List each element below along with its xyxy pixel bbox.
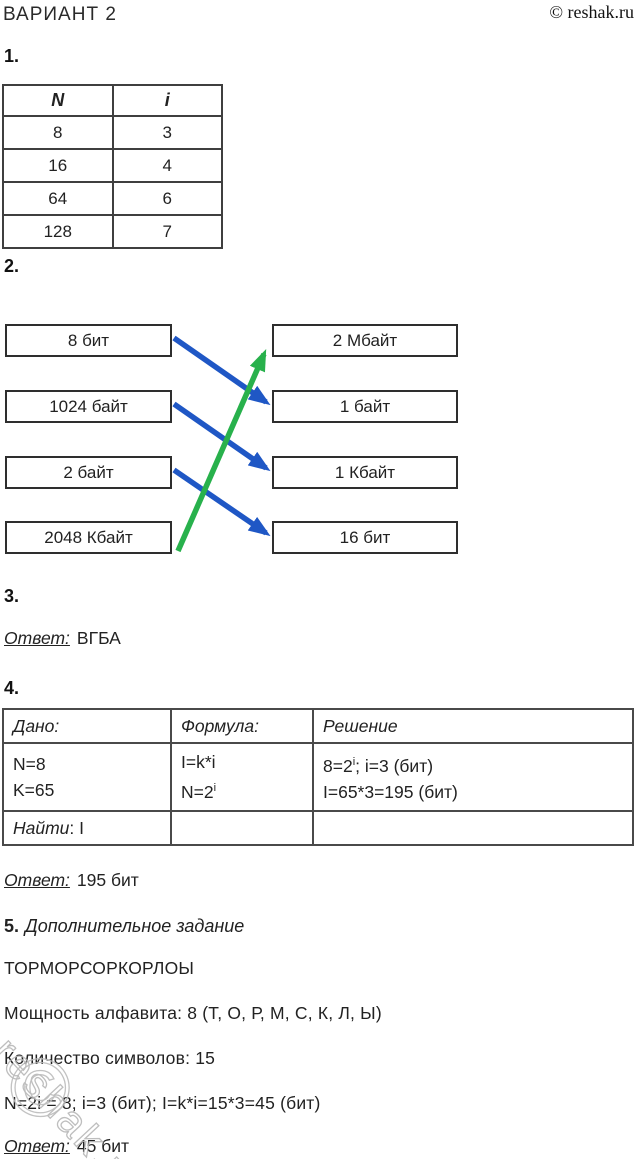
given-line: K=65 bbox=[13, 780, 55, 800]
task5-answer-value: 45 бит bbox=[76, 1136, 130, 1156]
task4-number: 4. bbox=[4, 678, 20, 698]
cell-n: 16 bbox=[2, 148, 114, 183]
match-box-right-2: 1 байт bbox=[272, 390, 458, 423]
cell-n: 128 bbox=[2, 214, 114, 249]
task4-answer-line: Ответ: 195 бит bbox=[4, 870, 139, 891]
header-solution: Решение bbox=[312, 708, 634, 744]
page-title: ВАРИАНТ 2 bbox=[3, 4, 117, 25]
match-box-left-2: 1024 байт bbox=[5, 390, 172, 423]
table-row: 16 4 bbox=[2, 148, 223, 183]
task5-title-text: Дополнительное задание bbox=[25, 916, 245, 936]
arrow-1024byte-to-1kbyte bbox=[172, 401, 271, 472]
arrow-2byte-to-16bit bbox=[172, 467, 271, 537]
task5-symbol-count-line: Количество символов: 15 bbox=[4, 1048, 216, 1068]
match-box-right-3: 1 Кбайт bbox=[272, 456, 458, 489]
match-box-left-3: 2 байт bbox=[5, 456, 172, 489]
cell-i: 6 bbox=[111, 181, 223, 216]
copyright-text: © reshak.ru bbox=[549, 2, 634, 22]
formula-line: N=2i bbox=[181, 781, 217, 802]
task4-table: Дано: Формула: Решение N=8 K=65 I=k*i N=… bbox=[2, 708, 634, 846]
find-cell: Найти: I bbox=[2, 810, 172, 846]
table-row: 128 7 bbox=[2, 214, 223, 249]
empty-cell bbox=[312, 810, 634, 846]
task5-title: 5. Дополнительное задание bbox=[4, 916, 244, 937]
cell-i: 7 bbox=[111, 214, 223, 249]
given-line: N=8 bbox=[13, 754, 46, 774]
cell-i: 3 bbox=[111, 115, 223, 150]
answer-label: Ответ: bbox=[4, 870, 70, 890]
task2-number: 2. bbox=[4, 256, 20, 276]
task1-table: N i 8 3 16 4 64 6 128 7 bbox=[2, 84, 223, 249]
formula-cell: I=k*i N=2i bbox=[170, 742, 314, 812]
match-box-right-1: 2 Мбайт bbox=[272, 324, 458, 357]
solution-cell: 8=2i; i=3 (бит) I=65*3=195 (бит) bbox=[312, 742, 634, 812]
solution-line: 8=2i; i=3 (бит) bbox=[323, 755, 434, 776]
table-row: 8 3 bbox=[2, 115, 223, 150]
cell-i: 4 bbox=[111, 148, 223, 183]
answer-label: Ответ: bbox=[4, 1136, 70, 1156]
header-given: Дано: bbox=[2, 708, 172, 744]
cell-n: 64 bbox=[2, 181, 114, 216]
answer-label: Ответ: bbox=[4, 628, 70, 648]
task1-number: 1. bbox=[4, 46, 20, 66]
table-header-row: N i bbox=[2, 84, 223, 117]
task4-answer-value: 195 бит bbox=[76, 870, 139, 890]
match-box-left-4: 2048 Кбайт bbox=[5, 521, 172, 554]
formula-line: I=k*i bbox=[181, 752, 216, 773]
task3-answer-line: Ответ: ВГБА bbox=[4, 628, 121, 649]
task5-calculation-line: N=2i = 8; i=3 (бит); I=k*i=15*3=45 (бит) bbox=[4, 1093, 321, 1113]
header-formula: Формула: bbox=[170, 708, 314, 744]
task5-word: ТОРМОРСОРКОРЛОЫ bbox=[4, 958, 195, 978]
table-row: 64 6 bbox=[2, 181, 223, 216]
empty-cell bbox=[170, 810, 314, 846]
given-cell: N=8 K=65 bbox=[2, 742, 172, 812]
task3-answer-value: ВГБА bbox=[76, 628, 121, 648]
arrow-8bit-to-1byte bbox=[172, 335, 271, 406]
task5-answer-line: Ответ: 45 бит bbox=[4, 1136, 129, 1157]
match-box-right-4: 16 бит bbox=[272, 521, 458, 554]
table-header-row: Дано: Формула: Решение bbox=[2, 708, 634, 744]
task5-alphabet-power-line: Мощность алфавита: 8 (Т, О, Р, М, С, К, … bbox=[4, 1003, 382, 1023]
task5-number: 5. bbox=[4, 916, 20, 936]
table-body-row: N=8 K=65 I=k*i N=2i 8=2i; i=3 (бит) I=65… bbox=[2, 742, 634, 812]
match-box-left-1: 8 бит bbox=[5, 324, 172, 357]
task3-number: 3. bbox=[4, 586, 20, 606]
solution-line: I=65*3=195 (бит) bbox=[323, 781, 458, 802]
cell-n: 8 bbox=[2, 115, 114, 150]
column-header-i: i bbox=[111, 84, 223, 117]
table-footer-row: Найти: I bbox=[2, 810, 634, 846]
arrow-2048kbyte-to-2mbyte bbox=[175, 348, 267, 553]
column-header-n: N bbox=[2, 84, 114, 117]
